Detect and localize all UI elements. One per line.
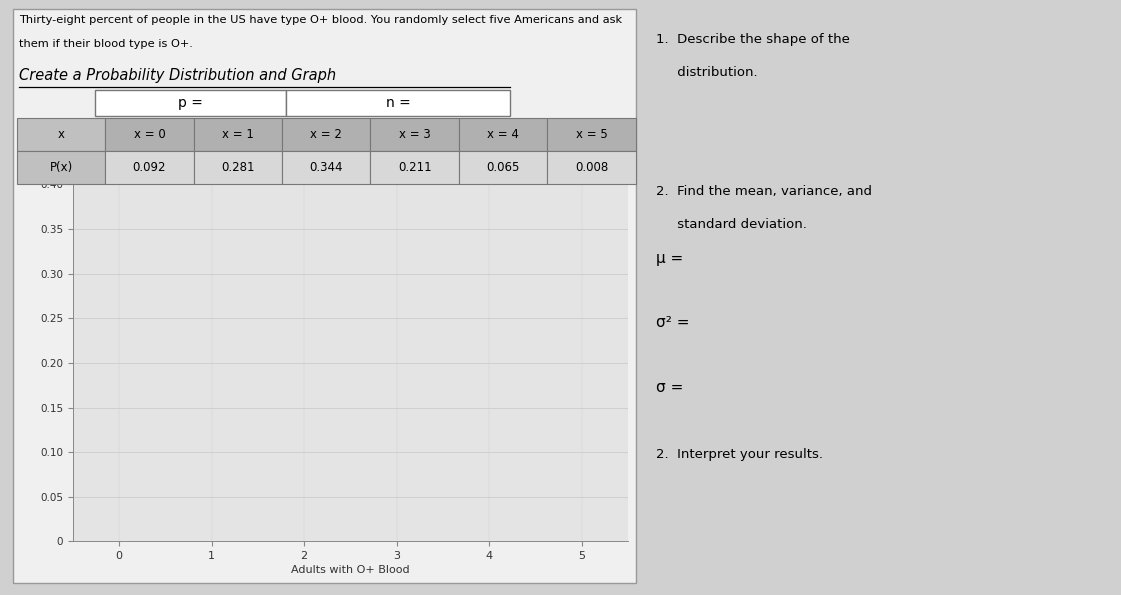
Text: σ² =: σ² = — [656, 315, 689, 330]
Text: x = 1: x = 1 — [222, 128, 253, 141]
Text: p =: p = — [178, 96, 203, 110]
Text: standard deviation.: standard deviation. — [656, 218, 807, 231]
X-axis label: Adults with O+ Blood: Adults with O+ Blood — [291, 565, 409, 575]
Text: 0.281: 0.281 — [221, 161, 254, 174]
Text: σ =: σ = — [656, 380, 683, 395]
Text: x = 0: x = 0 — [133, 128, 165, 141]
Text: x = 3: x = 3 — [399, 128, 430, 141]
Text: n =: n = — [386, 96, 410, 110]
Text: x = 4: x = 4 — [487, 128, 519, 141]
Text: distribution.: distribution. — [656, 65, 758, 79]
Text: x = 2: x = 2 — [311, 128, 342, 141]
Text: x = 5: x = 5 — [575, 128, 608, 141]
Text: 2.  Interpret your results.: 2. Interpret your results. — [656, 447, 823, 461]
Text: 1.  Describe the shape of the: 1. Describe the shape of the — [656, 33, 850, 46]
Text: 2.  Find the mean, variance, and: 2. Find the mean, variance, and — [656, 186, 872, 198]
Text: them if their blood type is O+.: them if their blood type is O+. — [19, 39, 193, 49]
Text: 0.065: 0.065 — [487, 161, 520, 174]
Text: Thirty-eight percent of people in the US have type O+ blood. You randomly select: Thirty-eight percent of people in the US… — [19, 15, 622, 25]
Text: Create a Probability Distribution and Graph: Create a Probability Distribution and Gr… — [19, 68, 336, 83]
Text: 0.092: 0.092 — [132, 161, 166, 174]
Text: 0.008: 0.008 — [575, 161, 608, 174]
Text: 0.344: 0.344 — [309, 161, 343, 174]
Text: 0.211: 0.211 — [398, 161, 432, 174]
Title: Blood Type: Blood Type — [318, 169, 382, 182]
Text: P(x): P(x) — [49, 161, 73, 174]
Text: μ =: μ = — [656, 251, 683, 266]
Text: x: x — [57, 128, 65, 141]
